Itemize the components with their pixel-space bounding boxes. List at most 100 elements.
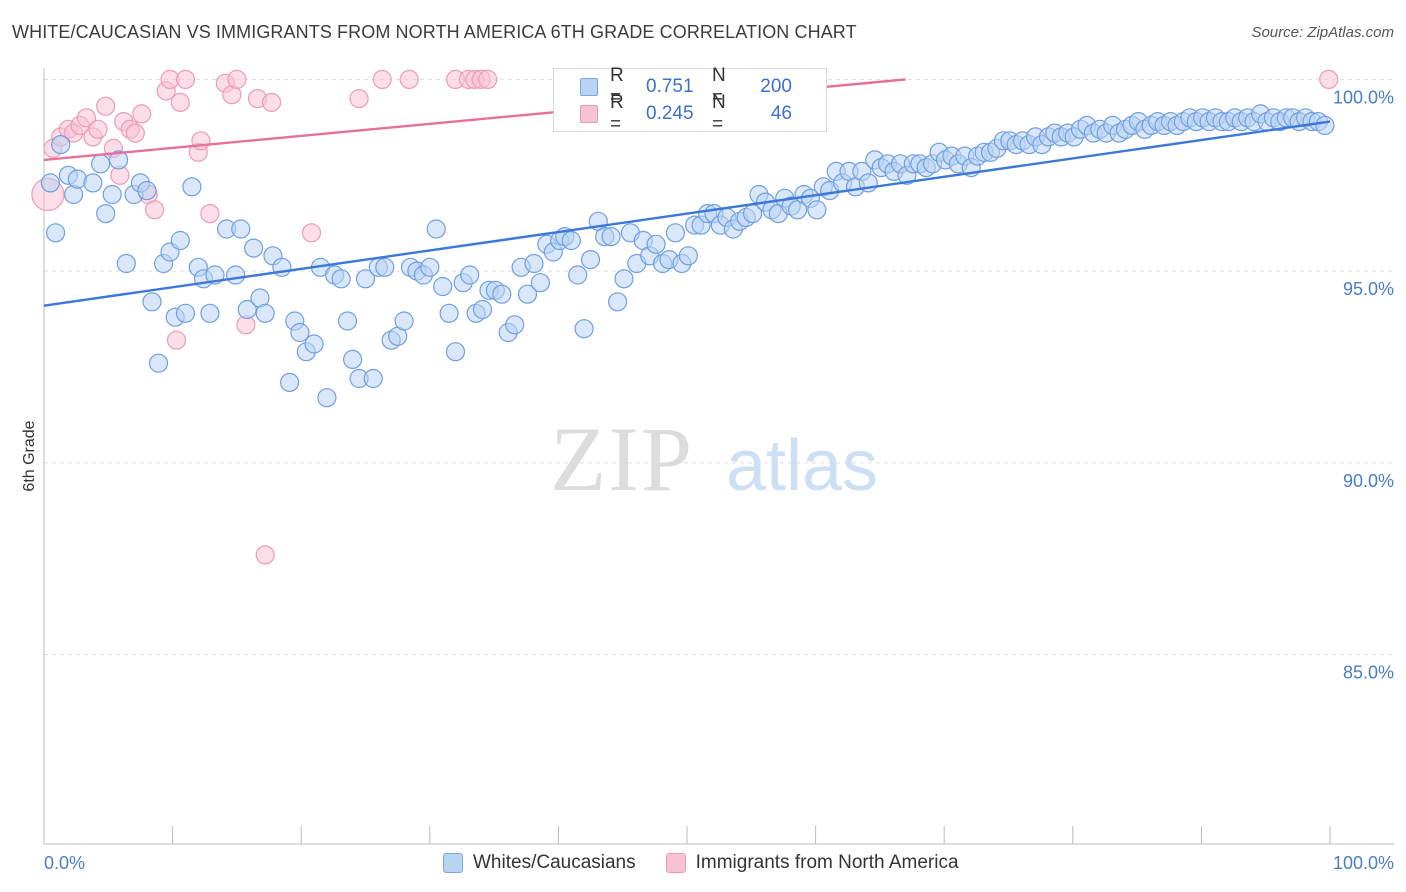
point-immigrants <box>132 104 152 124</box>
legend-swatch-blue <box>443 853 463 873</box>
point-whites <box>226 265 246 285</box>
point-immigrants <box>145 200 165 220</box>
legend-r-label: R = <box>610 65 624 108</box>
point-immigrants <box>262 92 282 113</box>
legend-n-label: N = <box>712 92 726 135</box>
point-whites <box>426 219 446 239</box>
chart-source: Source: ZipAtlas.com <box>1251 24 1394 41</box>
point-whites <box>137 181 157 201</box>
point-whites <box>524 253 544 274</box>
point-whites <box>331 269 351 289</box>
x-ticks <box>43 826 1331 844</box>
point-whites <box>280 372 300 392</box>
point-whites <box>255 303 275 323</box>
point-whites <box>231 219 251 239</box>
point-whites <box>244 238 264 258</box>
point-whites <box>200 303 220 323</box>
point-whites <box>420 257 440 277</box>
point-immigrants <box>399 69 419 90</box>
point-immigrants <box>175 69 196 90</box>
point-whites <box>337 311 358 331</box>
y-tick-label: 85.0% <box>1343 663 1394 683</box>
point-immigrants <box>191 131 211 151</box>
point-whites <box>607 292 628 312</box>
point-whites <box>317 388 337 408</box>
legend-item-whites[interactable]: Whites/Caucasians <box>443 852 636 874</box>
legend-label-whites: Whites/Caucasians <box>473 852 636 873</box>
watermark-zip: ZIP <box>550 408 694 510</box>
point-whites <box>601 227 621 247</box>
legend-row-immigrants: R = 0.245 N = 46 <box>554 92 792 135</box>
point-whites <box>439 303 459 323</box>
point-immigrants <box>200 204 220 224</box>
legend-n-value: 200 <box>760 76 792 97</box>
point-whites <box>148 353 169 373</box>
point-immigrants <box>227 69 247 90</box>
point-whites <box>665 223 686 243</box>
point-whites <box>1315 115 1335 136</box>
point-whites <box>678 246 698 266</box>
point-whites <box>472 299 493 320</box>
point-whites <box>237 299 257 320</box>
legend-swatch-pink <box>665 853 686 873</box>
point-immigrants <box>125 123 145 143</box>
point-immigrants <box>349 88 369 109</box>
point-immigrants <box>478 69 498 90</box>
legend-r-value: 0.751 <box>646 76 694 97</box>
point-whites <box>51 135 71 155</box>
point-whites <box>460 265 480 285</box>
legend-label-immigrants: Immigrants from North America <box>695 852 959 873</box>
legend-item-immigrants[interactable]: Immigrants from North America <box>665 852 959 874</box>
point-whites <box>290 322 310 343</box>
point-whites <box>355 269 376 289</box>
point-whites <box>175 303 196 323</box>
legend-r-label: R = <box>610 92 624 135</box>
watermark: ZIP atlas <box>550 408 878 510</box>
x-tick-label-min: 0.0% <box>44 853 85 873</box>
point-immigrants <box>170 92 190 113</box>
point-whites <box>45 223 66 243</box>
point-whites <box>517 284 538 304</box>
y-axis-title: 6th Grade <box>21 420 38 491</box>
point-whites <box>83 173 103 193</box>
point-whites <box>142 292 162 312</box>
legend-n-label: N = <box>712 65 726 108</box>
point-immigrants <box>88 119 108 139</box>
point-whites <box>304 334 324 354</box>
point-whites <box>646 234 666 254</box>
point-immigrants <box>96 96 116 116</box>
x-tick-label-max: 100.0% <box>1333 853 1394 873</box>
point-whites <box>90 154 111 174</box>
point-immigrants <box>255 545 275 565</box>
grid-lines <box>44 78 1394 656</box>
point-immigrants <box>1319 69 1339 90</box>
point-whites <box>394 311 414 331</box>
point-whites <box>96 204 116 224</box>
y-tick-label: 90.0% <box>1343 471 1394 491</box>
point-whites <box>445 342 466 362</box>
point-whites <box>574 319 594 339</box>
point-immigrants <box>372 69 392 90</box>
point-whites <box>108 150 129 170</box>
y-tick-label: 95.0% <box>1343 279 1394 299</box>
point-whites <box>505 315 525 335</box>
point-whites <box>492 284 512 304</box>
point-whites <box>116 253 136 274</box>
point-whites <box>807 200 827 220</box>
legend-row-whites: R = 0.751 N = 200 <box>554 65 792 108</box>
point-whites <box>568 265 588 285</box>
point-whites <box>40 173 61 193</box>
correlation-legend: R = 0.751 N = 200 R = 0.245 N = 46 <box>553 65 827 135</box>
point-immigrants <box>76 108 97 128</box>
point-whites <box>561 230 581 251</box>
point-whites <box>102 184 122 205</box>
point-whites <box>580 250 601 270</box>
point-whites <box>343 349 363 369</box>
y-tick-label: 100.0% <box>1333 87 1394 107</box>
legend-swatch-blue <box>580 78 598 96</box>
legend-n-value: 46 <box>770 103 792 124</box>
series-legend: Whites/Caucasians Immigrants from North … <box>443 852 989 874</box>
point-immigrants <box>166 330 187 350</box>
y-tick-labels: 85.0% 90.0% 95.0% 100.0% <box>1333 87 1394 682</box>
